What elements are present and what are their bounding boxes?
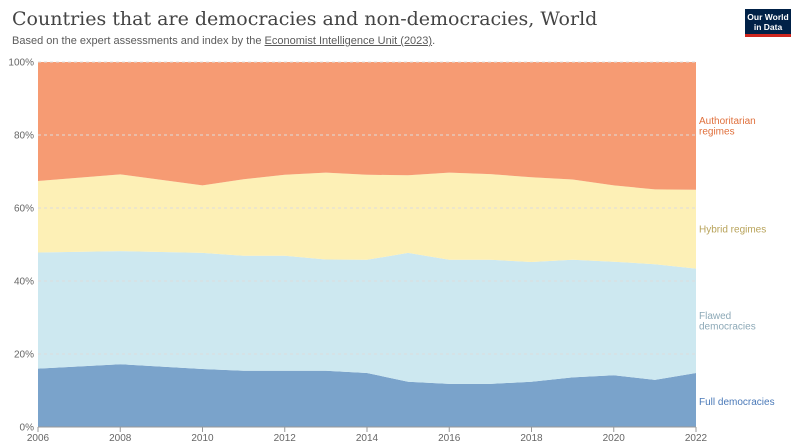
owid-logo[interactable]: Our World in Data [745,9,791,37]
x-tick-label: 2014 [356,433,379,444]
x-tick-label: 2016 [438,433,461,444]
x-tick-label: 2010 [191,433,214,444]
y-axis-ticks: 0% 20% 40% 60% 80% 100% [8,58,34,434]
x-axis-ticks: 2006 2008 2010 2012 2014 2016 2018 2020 2022 [27,426,708,444]
y-tick-label: 80% [14,131,34,142]
chart-subtitle: Based on the expert assessments and inde… [12,35,435,47]
area-authoritarian_regimes[interactable] [38,62,696,190]
y-tick-label: 0% [20,423,35,434]
y-tick-label: 100% [8,58,34,69]
x-tick-label: 2006 [27,433,50,444]
label-authoritarian-regimes: regimes [699,127,735,138]
logo-line-1: Our World [747,12,789,22]
x-tick-label: 2022 [685,433,708,444]
label-hybrid-regimes: Hybrid regimes [699,225,766,236]
x-tick-label: 2012 [274,433,297,444]
y-tick-label: 40% [14,277,34,288]
area-layers [38,62,696,427]
label-authoritarian-regimes: Authoritarian [699,116,756,127]
y-tick-label: 20% [14,350,34,361]
label-full-democracies: Full democracies [699,397,775,408]
area-flawed_democracies[interactable] [38,251,696,384]
source-link[interactable]: Economist Intelligence Unit (2023) [264,35,433,47]
label-flawed-democracies: Flawed [699,311,731,322]
logo-accent [745,34,791,37]
subtitle-end: . [432,35,436,47]
y-tick-label: 60% [14,204,34,215]
label-flawed-democracies: democracies [699,322,756,333]
x-tick-label: 2020 [603,433,626,444]
area-full_democracies[interactable] [38,364,696,427]
chart-title: Countries that are democracies and non-d… [12,8,598,30]
x-tick-label: 2018 [520,433,543,444]
area-hybrid_regimes[interactable] [38,172,696,269]
x-tick-label: 2008 [109,433,132,444]
logo-line-2: in Data [753,22,783,32]
subtitle-text: Based on the expert assessments and inde… [12,35,265,47]
